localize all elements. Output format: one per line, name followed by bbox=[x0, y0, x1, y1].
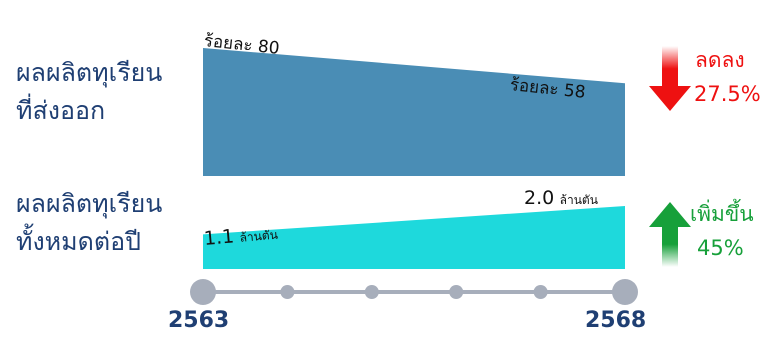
increase-arrow-icon bbox=[649, 202, 691, 267]
timeline-start-year: 2563 bbox=[168, 308, 230, 333]
total-change-label: เพิ่มขึ้น bbox=[690, 202, 754, 226]
total-start-unit: ล้านตัน bbox=[239, 227, 279, 245]
timeline-endpoint bbox=[612, 279, 638, 305]
total-row-label-line1: ผลผลิตทุเรียน bbox=[16, 189, 163, 218]
timeline-endpoint bbox=[190, 279, 216, 305]
total-start-value: 1.1 bbox=[202, 225, 236, 250]
export-change-value: 27.5% bbox=[694, 82, 761, 106]
total-row-label: ผลผลิตทุเรียน ทั้งหมดต่อปี bbox=[16, 185, 162, 261]
decrease-arrow-icon bbox=[649, 46, 691, 111]
timeline-dot bbox=[364, 285, 379, 299]
timeline-dot bbox=[280, 285, 295, 299]
timeline-dot bbox=[449, 285, 464, 299]
export-row-label: ผลผลิตทุเรียน ที่ส่งออก bbox=[16, 54, 162, 130]
total-end-unit: ล้านตัน bbox=[559, 193, 598, 207]
total-production-area bbox=[203, 206, 625, 269]
export-share-area bbox=[203, 48, 625, 176]
export-row-label-line1: ผลผลิตทุเรียน bbox=[16, 58, 163, 87]
export-change-label: ลดลง bbox=[695, 48, 745, 72]
total-change-value: 45% bbox=[697, 236, 744, 260]
export-row-label-line2: ที่ส่งออก bbox=[16, 96, 106, 125]
total-row-label-line2: ทั้งหมดต่อปี bbox=[16, 227, 141, 256]
total-end-value: 2.0 bbox=[524, 187, 555, 209]
total-end-label: 2.0 ล้านตัน bbox=[524, 187, 598, 210]
timeline-end-year: 2568 bbox=[585, 308, 647, 333]
timeline-dot bbox=[533, 285, 548, 299]
